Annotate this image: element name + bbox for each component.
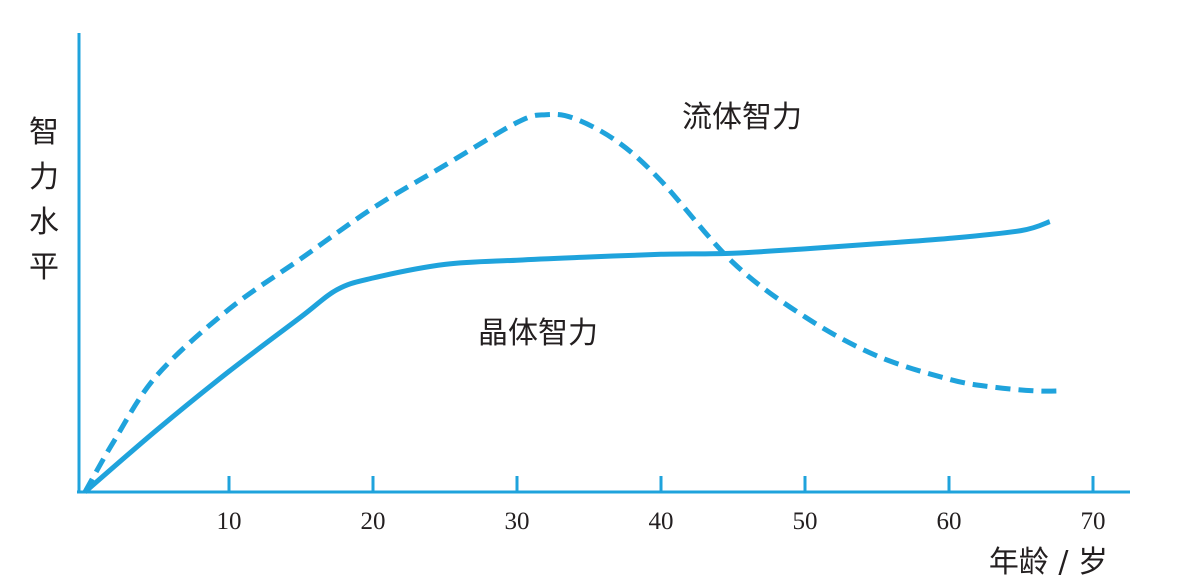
x-tick-label: 50 [793,508,818,535]
series-line-fluid-intelligence [82,111,1065,494]
y-axis-label: 智力水平 [29,115,59,285]
x-tick-label: 20 [361,508,386,535]
series-label-crystallized-intelligence: 晶体智力 [478,316,598,351]
x-tick-label: 10 [217,508,242,535]
x-tick-label: 30 [505,508,530,535]
series-line-crystallized-intelligence [83,219,1051,494]
x-tick-label: 70 [1081,508,1106,535]
x-tick-label: 60 [937,508,962,535]
series-label-fluid-intelligence: 流体智力 [682,100,802,135]
series-lines [82,111,1065,494]
axes [77,33,1130,494]
x-tick-labels: 10 20 30 40 50 60 70 [217,508,1106,535]
x-ticks [227,476,1095,492]
x-tick-label: 40 [649,508,674,535]
x-axis-label: 年龄 / 岁 [989,545,1108,579]
